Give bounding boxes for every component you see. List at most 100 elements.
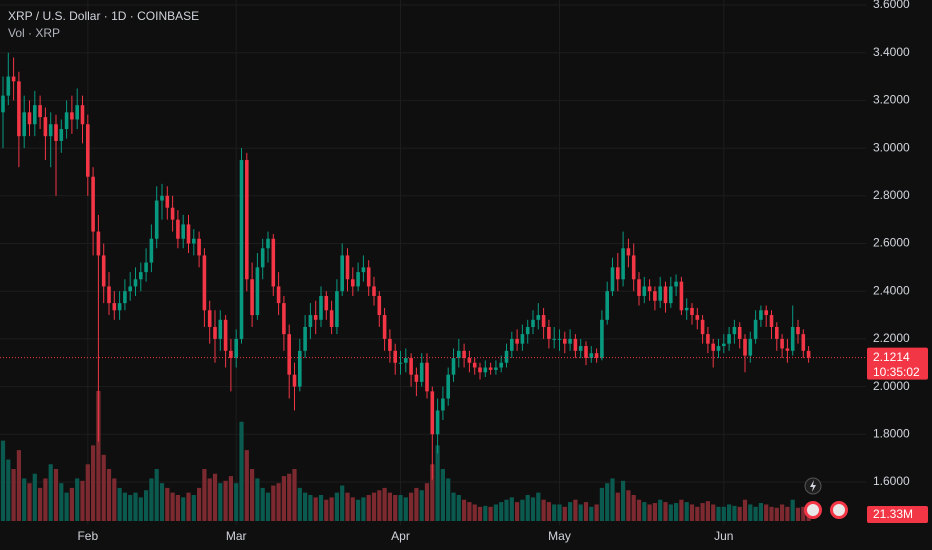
candle-body — [154, 200, 159, 239]
volume-bar — [424, 483, 430, 521]
candle-body — [287, 334, 291, 375]
flag-icon — [833, 504, 845, 516]
candle-body — [573, 338, 578, 351]
volume-bar — [589, 506, 594, 521]
volume-bar — [446, 478, 451, 521]
candle-body — [1, 95, 5, 113]
volume-bar — [324, 499, 329, 521]
candle-body — [743, 338, 747, 356]
volume-bar — [255, 478, 260, 521]
candle-body — [54, 124, 58, 141]
volume-bar — [440, 469, 445, 521]
volume-bar — [265, 492, 271, 521]
candle-body — [377, 295, 382, 316]
candle-body — [790, 326, 795, 351]
volume-bar — [11, 469, 16, 521]
x-tick-label: Feb — [77, 529, 98, 543]
candle-body — [451, 357, 456, 375]
volume-bar — [48, 464, 53, 521]
volume-bar — [297, 487, 302, 521]
candle-body — [419, 362, 424, 382]
y-tick-label: 1.6000 — [873, 474, 910, 488]
volume-bar — [53, 469, 59, 521]
candle-body — [80, 105, 85, 125]
candle-body — [695, 315, 700, 320]
candle-body — [351, 279, 355, 287]
candle-body — [520, 334, 525, 344]
candle-body — [239, 160, 244, 339]
volume-bar — [668, 504, 673, 521]
volume-bar — [16, 450, 21, 521]
volume-bar — [318, 495, 324, 521]
candle-body — [541, 315, 546, 327]
candle-body — [308, 315, 313, 327]
candle-body — [626, 248, 631, 256]
candle-body — [75, 105, 79, 120]
chart-title: XRP / U.S. Dollar · 1D · COINBASE — [8, 9, 199, 23]
volume-bar — [287, 473, 292, 521]
candle-body — [584, 346, 588, 358]
candle-body — [107, 286, 111, 304]
x-tick-label: Mar — [226, 529, 247, 543]
volume-bar — [780, 504, 785, 521]
candle-body — [504, 350, 509, 363]
volume-bar — [101, 454, 106, 521]
volume-bar — [175, 495, 180, 521]
volume-bar — [223, 480, 228, 521]
volume-bar — [186, 492, 191, 521]
volume-bar — [202, 469, 207, 521]
countdown-label: 10:35:02 — [873, 365, 920, 379]
volume-bar — [96, 391, 101, 521]
volume-bar — [477, 506, 483, 521]
candle-body — [642, 286, 647, 296]
candle-body — [335, 291, 339, 327]
volume-bar — [642, 502, 647, 521]
candle-body — [775, 326, 779, 339]
volume-bar — [234, 483, 239, 521]
volume-legend: Vol · XRP — [8, 26, 60, 40]
candle-body — [319, 295, 323, 320]
volume-bar — [568, 502, 573, 521]
volume-bar — [541, 499, 546, 521]
volume-bar — [663, 502, 668, 521]
candle-body — [732, 326, 737, 335]
volume-bar — [393, 495, 398, 521]
volume-bar — [154, 469, 159, 521]
candle-body — [398, 362, 403, 364]
volume-bar — [583, 502, 589, 521]
volume-bar — [371, 492, 377, 521]
volume-bar — [530, 497, 536, 521]
volume-bar — [472, 504, 477, 521]
volume-bar — [218, 483, 223, 521]
candle-body — [176, 219, 180, 239]
volume-bar — [64, 492, 69, 521]
candle-body — [282, 303, 286, 335]
candle-body — [711, 343, 715, 351]
volume-bar — [764, 504, 769, 521]
volume-bar — [430, 464, 435, 521]
volume-label-box — [867, 506, 928, 523]
candle-body — [292, 374, 297, 387]
volume-bar — [170, 492, 175, 521]
candle-body — [123, 291, 127, 304]
volume-bar — [22, 478, 27, 521]
candle-body — [340, 255, 344, 292]
volume-bar — [493, 504, 498, 521]
candle-body — [637, 279, 641, 296]
volume-bar — [0, 440, 6, 521]
candle-body — [361, 267, 366, 273]
x-tick-label: Jun — [714, 529, 733, 543]
candle-body — [170, 207, 175, 220]
candle-body — [218, 319, 223, 339]
candle-body — [748, 338, 753, 356]
volume-bar — [361, 497, 366, 521]
candle-body — [722, 343, 726, 347]
price-label: 2.1214 — [873, 350, 910, 364]
candle-body — [679, 281, 684, 311]
volume-bar — [626, 490, 631, 521]
volume-bar — [212, 473, 218, 521]
volume-bar — [578, 504, 583, 521]
candle-body — [112, 303, 117, 311]
volume-bar — [260, 487, 265, 521]
